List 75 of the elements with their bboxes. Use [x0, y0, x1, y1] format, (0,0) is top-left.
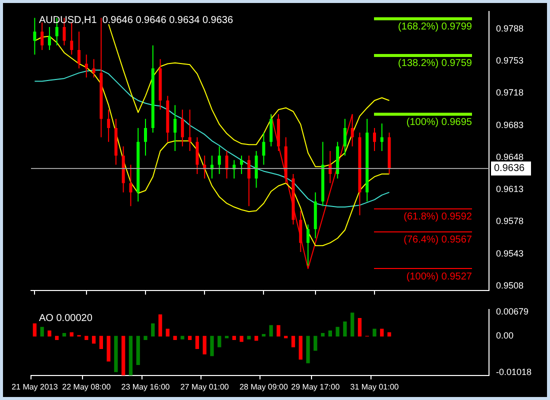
- y-tick-label: 0.00679: [496, 306, 529, 316]
- bar: [269, 325, 273, 336]
- chart-title: AO 0.00020: [39, 313, 93, 324]
- bar: [314, 336, 318, 351]
- y-tick-label: 0.9753: [496, 55, 524, 66]
- bar: [32, 323, 37, 336]
- bar: [40, 326, 44, 336]
- bar: [92, 336, 96, 344]
- ref-line-label: (100%) 0.9527: [406, 271, 472, 282]
- bar: [240, 336, 244, 342]
- bar: [387, 332, 392, 336]
- bar: [48, 330, 52, 336]
- x-tick-label: 27 May 01:00: [180, 382, 230, 392]
- bar: [151, 323, 155, 336]
- candlestick: [188, 110, 192, 151]
- y-tick-label: -0.01018: [496, 366, 532, 377]
- bar: [106, 336, 110, 362]
- bar: [195, 336, 200, 349]
- y-tick-label: 0.9788: [496, 23, 524, 34]
- x-tick-label: 28 May 09:00: [239, 382, 288, 392]
- bar: [224, 336, 229, 338]
- bar: [372, 328, 376, 336]
- bar: [166, 328, 170, 336]
- bar: [232, 336, 236, 340]
- bar: [298, 336, 302, 360]
- y-tick-label: 0.9613: [496, 184, 524, 194]
- bar: [284, 336, 288, 338]
- bar: [55, 336, 59, 340]
- y-tick-label: 0.9718: [496, 88, 524, 98]
- bar: [336, 326, 340, 336]
- bar: [122, 336, 126, 376]
- bar: [276, 325, 280, 336]
- x-tick-label: 21 May 2013: [12, 382, 58, 392]
- bar: [254, 336, 258, 341]
- x-tick-label: 23 May 16:00: [121, 382, 170, 392]
- bar: [291, 336, 296, 348]
- x-tick-label: 31 May 01:00: [350, 382, 400, 392]
- bar: [158, 314, 162, 336]
- ref-line-label: (138.2%) 0.9759: [398, 58, 472, 70]
- y-tick-label: 0.00: [496, 330, 514, 341]
- bar: [380, 328, 384, 336]
- bar: [180, 336, 184, 340]
- bar: [99, 336, 104, 349]
- bar: [350, 312, 354, 336]
- bar: [136, 336, 140, 366]
- ref-line-label: (76.4%) 0.9567: [404, 234, 472, 246]
- bar: [188, 336, 192, 340]
- bar: [247, 336, 251, 340]
- bar: [343, 322, 347, 336]
- bar: [202, 336, 206, 354]
- bar: [328, 330, 332, 336]
- bar: [358, 318, 362, 336]
- x-tick-label: 29 May 17:00: [291, 382, 340, 392]
- ref-line-label: 0.9636: [494, 163, 526, 174]
- bar: [320, 332, 325, 336]
- y-tick-label: 0.9543: [496, 248, 524, 258]
- y-tick-label: 0.9683: [496, 120, 524, 130]
- ref-line-label: (168.2%) 0.9799: [398, 21, 472, 32]
- bar: [62, 332, 66, 336]
- bar: [173, 336, 177, 340]
- bar: [70, 332, 74, 336]
- ref-line-label: (61.8%) 0.9592: [404, 212, 472, 223]
- bar: [306, 336, 310, 364]
- ref-line-label: (100%) 0.9695: [406, 117, 472, 128]
- candlestick: [380, 123, 384, 151]
- bar: [218, 336, 222, 348]
- bar: [210, 336, 214, 356]
- x-tick-label: 22 May 08:00: [62, 382, 112, 392]
- bar: [84, 336, 88, 340]
- y-tick-label: 0.9508: [496, 280, 524, 290]
- bar: [128, 336, 133, 376]
- y-tick-label: 0.9578: [496, 216, 524, 226]
- y-tick-label: 0.9648: [496, 152, 524, 162]
- bar: [114, 336, 118, 372]
- bar: [144, 336, 148, 340]
